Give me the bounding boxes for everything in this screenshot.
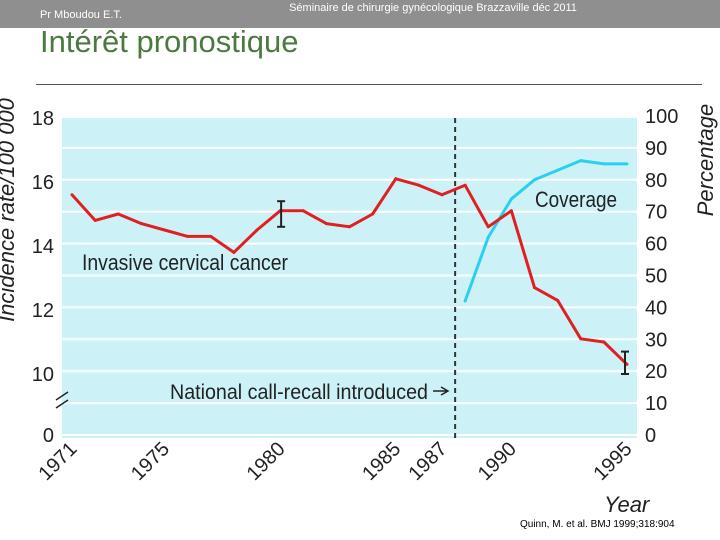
call-recall-annotation: National call-recall introduced bbox=[170, 381, 428, 404]
left-axis-title: Incidence rate/100 000 bbox=[0, 97, 19, 322]
incidence-point bbox=[348, 225, 351, 229]
coverage-point bbox=[533, 178, 536, 182]
incidence-point bbox=[163, 228, 166, 232]
coverage-point bbox=[509, 197, 513, 201]
x-tick-label: 1987 bbox=[405, 438, 452, 485]
seminar-label: Séminaire de chirurgie gynécologique Bra… bbox=[289, 2, 577, 14]
incidence-point bbox=[463, 183, 467, 187]
incidence-point bbox=[301, 209, 305, 213]
x-tick-label: 1971 bbox=[35, 438, 82, 485]
right-tick-label: 0 bbox=[645, 425, 656, 447]
right-tick-label: 20 bbox=[645, 361, 667, 383]
right-axis-title: Percentage bbox=[693, 104, 718, 217]
plot-area bbox=[62, 118, 637, 438]
incidence-point bbox=[324, 222, 328, 226]
right-tick-label: 80 bbox=[645, 170, 667, 192]
left-tick-label: 18 bbox=[32, 108, 54, 130]
x-tick-label: 1985 bbox=[358, 438, 405, 485]
right-tick-labels: 0 10 20 30 40 50 60 70 80 90 100 bbox=[645, 106, 678, 447]
right-tick-label: 50 bbox=[645, 266, 667, 288]
x-tick-label: 1980 bbox=[243, 438, 290, 485]
right-tick-label: 30 bbox=[645, 329, 667, 351]
coverage-point bbox=[556, 168, 560, 172]
axis-break-mark bbox=[55, 399, 69, 409]
incidence-point bbox=[116, 212, 120, 216]
call-recall-arrow bbox=[433, 386, 450, 396]
right-tick-label: 40 bbox=[645, 297, 667, 319]
right-tick-label: 70 bbox=[645, 202, 667, 224]
left-tick-labels: 0 10 12 14 16 18 bbox=[32, 108, 54, 447]
header-bar bbox=[0, 0, 720, 28]
coverage-point bbox=[579, 159, 583, 163]
incidence-point bbox=[139, 222, 143, 226]
axis-break bbox=[55, 391, 69, 409]
incidence-point bbox=[209, 234, 213, 238]
right-tick-label: 10 bbox=[645, 393, 667, 415]
right-tick-label: 60 bbox=[645, 234, 667, 256]
incidence-point bbox=[486, 225, 490, 229]
grid-lines bbox=[62, 146, 637, 436]
coverage-series-label: Coverage bbox=[535, 187, 617, 212]
incidence-point bbox=[625, 362, 629, 366]
incidence-series-label: Invasive cervical cancer bbox=[82, 250, 288, 275]
x-tick-label: 1995 bbox=[590, 438, 637, 485]
coverage-point bbox=[625, 162, 629, 166]
axis-break-mark bbox=[55, 391, 69, 401]
x-tick-label: 1990 bbox=[474, 438, 521, 485]
incidence-point bbox=[394, 177, 398, 181]
coverage-point bbox=[602, 162, 606, 166]
incidence-point bbox=[509, 209, 513, 213]
coverage-point bbox=[486, 235, 490, 239]
incidence-point bbox=[556, 298, 560, 302]
left-tick-label: 16 bbox=[32, 172, 54, 194]
data-points bbox=[70, 159, 629, 366]
incidence-point bbox=[186, 234, 190, 238]
left-tick-label: 10 bbox=[32, 364, 54, 386]
x-axis-title: Year bbox=[604, 492, 651, 517]
incidence-point bbox=[533, 286, 536, 290]
slide-title: Intérêt pronostique bbox=[40, 24, 299, 59]
source-citation: Quinn, M. et al. BMJ 1999;318:904 bbox=[520, 519, 675, 530]
left-tick-label: 14 bbox=[32, 236, 54, 258]
incidence-point bbox=[93, 218, 97, 222]
title-divider bbox=[36, 84, 702, 85]
incidence-point bbox=[371, 212, 375, 216]
right-tick-label: 100 bbox=[645, 106, 678, 128]
x-tick-labels: 1971 1975 1980 1985 1987 1990 1995 bbox=[35, 438, 637, 485]
coverage-series-line bbox=[463, 159, 627, 302]
coverage-point bbox=[463, 299, 467, 303]
x-tick-label: 1975 bbox=[127, 438, 174, 485]
incidence-point bbox=[602, 340, 606, 344]
left-tick-label: 0 bbox=[43, 425, 54, 447]
error-bars bbox=[277, 200, 629, 375]
incidence-point bbox=[255, 228, 259, 232]
left-tick-label: 12 bbox=[32, 300, 54, 322]
author-label: Pr Mboudou E.T. bbox=[40, 9, 122, 21]
incidence-point bbox=[70, 193, 74, 197]
incidence-point bbox=[232, 250, 236, 254]
incidence-point bbox=[579, 337, 583, 341]
right-tick-label: 90 bbox=[645, 138, 667, 160]
incidence-point bbox=[440, 193, 444, 197]
incidence-point bbox=[417, 183, 421, 187]
